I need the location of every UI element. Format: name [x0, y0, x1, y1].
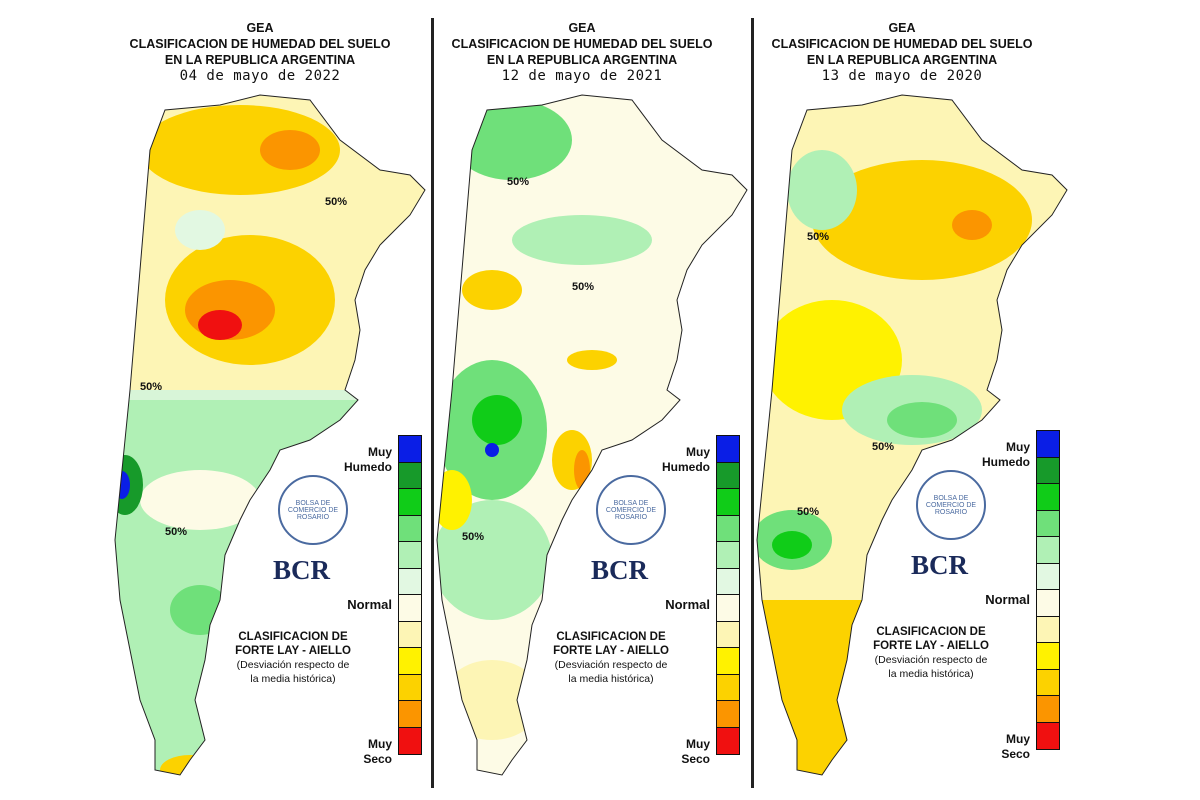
- legend-swatch: [399, 621, 421, 648]
- legend-swatch: [399, 568, 421, 595]
- legend-swatch: [717, 515, 739, 542]
- map-title: GEA CLASIFICACION DE HUMEDAD DEL SUELO EN …: [110, 20, 410, 84]
- classification-caption: CLASIFICACION DE FORTE LAY - AIELLO (Desvi…: [235, 631, 351, 685]
- map-date: 04 de mayo de 2022: [179, 68, 341, 84]
- map-panel-2021: GEA CLASIFICACION DE HUMEDAD DEL SUELO EN …: [432, 0, 752, 800]
- legend-swatch: [717, 727, 739, 754]
- legend-label-very-dry: Muy Seco: [681, 737, 710, 766]
- legend-swatch: [1037, 457, 1059, 484]
- contour-label: 50%: [797, 506, 819, 518]
- legend-swatch: [1037, 431, 1059, 458]
- contour-label: 50%: [165, 526, 187, 538]
- legend-swatch: [717, 436, 739, 463]
- map-date: 12 de mayo de 2021: [501, 68, 663, 84]
- classification-caption: CLASIFICACION DE FORTE LAY - AIELLO (Desvi…: [553, 631, 669, 685]
- bcr-logo-seal: BOLSA DE COMERCIO DE ROSARIO: [278, 475, 348, 545]
- legend-swatch: [717, 648, 739, 675]
- legend-swatch: [1037, 537, 1059, 564]
- legend-swatch: [399, 727, 421, 754]
- legend-swatch: [399, 542, 421, 569]
- contour-label: 50%: [807, 231, 829, 243]
- legend-swatch: [717, 621, 739, 648]
- color-scale-legend: [1036, 430, 1060, 750]
- map-title: GEA CLASIFICACION DE HUMEDAD DEL SUELO EN …: [432, 20, 732, 84]
- soil-moisture-map: 50% 50% 50%: [756, 94, 1068, 776]
- bcr-logo-seal: BOLSA DE COMERCIO DE ROSARIO: [596, 475, 666, 545]
- soil-moisture-map: 50% 50% 50%: [436, 94, 748, 776]
- legend-label-normal: Normal: [985, 592, 1030, 607]
- classification-caption: CLASIFICACION DE FORTE LAY - AIELLO (Desvi…: [873, 626, 989, 680]
- legend-swatch: [399, 436, 421, 463]
- legend-swatch: [717, 595, 739, 622]
- panel-divider: [751, 18, 754, 788]
- map-panel-2022: GEA CLASIFICACION DE HUMEDAD DEL SUELO EN …: [110, 0, 430, 800]
- bcr-logo-text: BCR: [911, 550, 969, 580]
- contour-label: 50%: [140, 381, 162, 393]
- color-scale-legend: [398, 435, 422, 755]
- contour-label: 50%: [507, 176, 529, 188]
- legend-swatch: [717, 701, 739, 728]
- legend-swatch: [1037, 510, 1059, 537]
- panel-divider: [431, 18, 434, 788]
- legend-label-normal: Normal: [347, 597, 392, 612]
- legend-label-very-dry: Muy Seco: [1001, 732, 1030, 761]
- legend-swatch: [399, 648, 421, 675]
- contour-label: 50%: [325, 196, 347, 208]
- legend-label-very-wet: Muy Humedo: [982, 440, 1030, 469]
- bcr-logo-text: BCR: [273, 555, 331, 585]
- contour-label: 50%: [572, 281, 594, 293]
- legend-swatch: [1037, 590, 1059, 617]
- contour-label: 50%: [872, 441, 894, 453]
- legend-label-very-wet: Muy Humedo: [662, 445, 710, 474]
- map-panel-2020: GEA CLASIFICACION DE HUMEDAD DEL SUELO EN …: [752, 0, 1072, 800]
- legend-swatch: [1037, 643, 1059, 670]
- legend-label-normal: Normal: [665, 597, 710, 612]
- legend-label-very-wet: Muy Humedo: [344, 445, 392, 474]
- bcr-logo-text: BCR: [591, 555, 649, 585]
- bcr-logo-seal: BOLSA DE COMERCIO DE ROSARIO: [916, 470, 986, 540]
- legend-swatch: [717, 489, 739, 516]
- color-scale-legend: [716, 435, 740, 755]
- legend-swatch: [1037, 669, 1059, 696]
- legend-swatch: [1037, 616, 1059, 643]
- legend-swatch: [399, 462, 421, 489]
- legend-swatch: [1037, 722, 1059, 749]
- soil-moisture-map: 50% 50% 50%: [114, 94, 426, 776]
- legend-swatch: [399, 674, 421, 701]
- map-date: 13 de mayo de 2020: [821, 68, 983, 84]
- legend-swatch: [717, 568, 739, 595]
- legend-swatch: [717, 542, 739, 569]
- legend-swatch: [717, 462, 739, 489]
- legend-swatch: [399, 701, 421, 728]
- legend-swatch: [1037, 484, 1059, 511]
- contour-label: 50%: [462, 531, 484, 543]
- legend-swatch: [1037, 696, 1059, 723]
- legend-swatch: [717, 674, 739, 701]
- map-title: GEA CLASIFICACION DE HUMEDAD DEL SUELO EN …: [752, 20, 1052, 84]
- legend-label-very-dry: Muy Seco: [363, 737, 392, 766]
- legend-swatch: [399, 515, 421, 542]
- legend-swatch: [399, 595, 421, 622]
- legend-swatch: [1037, 563, 1059, 590]
- legend-swatch: [399, 489, 421, 516]
